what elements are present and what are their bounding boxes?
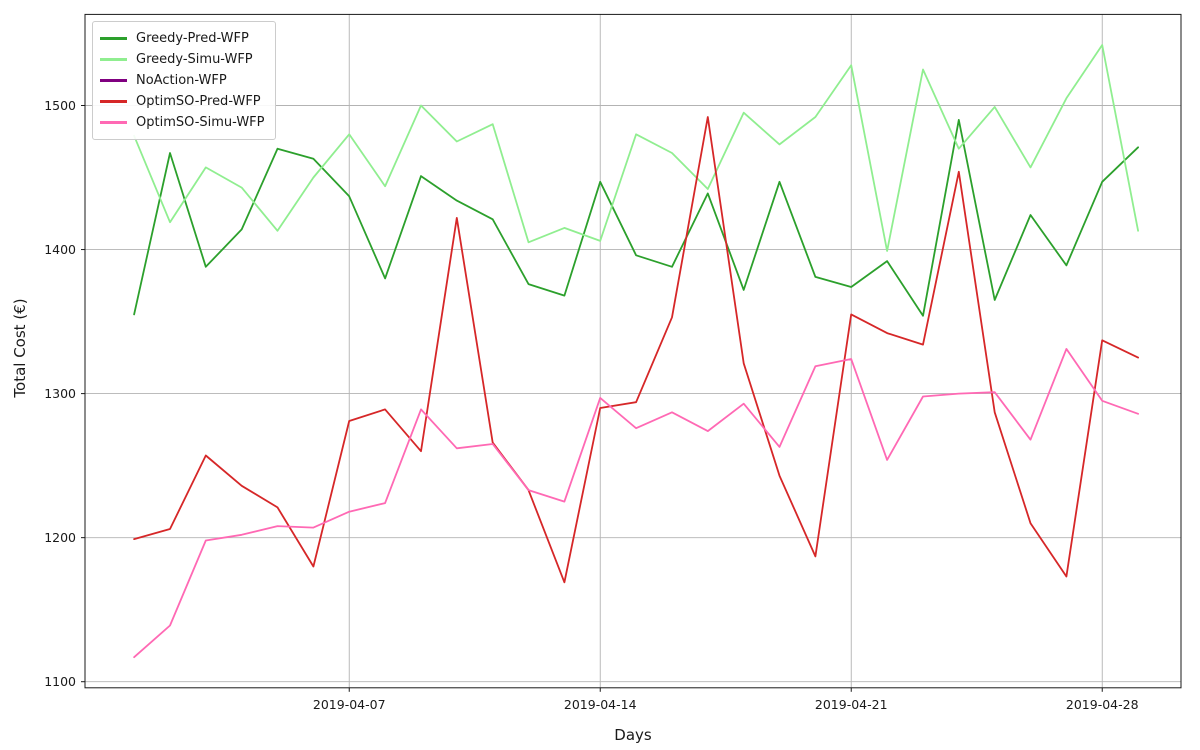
legend-line-swatch xyxy=(100,100,127,103)
legend-item-noaction-wfp: NoAction-WFP xyxy=(100,70,265,91)
legend-label: Greedy-Pred-WFP xyxy=(136,31,249,46)
series-line-greedy-pred-wfp xyxy=(133,119,1139,317)
y-tick-label: 1400 xyxy=(44,241,76,257)
legend-item-greedy-pred-wfp: Greedy-Pred-WFP xyxy=(100,28,265,49)
x-tick-label: 2019-04-21 xyxy=(814,697,888,712)
y-tick-label: 1100 xyxy=(44,673,76,689)
y-tick-label: 1200 xyxy=(44,529,76,545)
series-line-optimso-simu-wfp xyxy=(133,347,1139,659)
legend-label: OptimSO-Simu-WFP xyxy=(136,115,265,130)
y-axis-label: Total Cost (€) xyxy=(11,298,29,398)
legend-line-swatch xyxy=(100,121,127,124)
legend-label: NoAction-WFP xyxy=(136,73,227,88)
legend-label: Greedy-Simu-WFP xyxy=(136,52,253,67)
y-tick-label: 1500 xyxy=(44,97,76,113)
x-tick-label: 2019-04-07 xyxy=(312,697,386,712)
legend-line-swatch xyxy=(100,79,127,82)
axes-spines xyxy=(84,13,1182,689)
legend-item-greedy-simu-wfp: Greedy-Simu-WFP xyxy=(100,49,265,70)
legend-line-swatch xyxy=(100,37,127,40)
legend: Greedy-Pred-WFP Greedy-Simu-WFP NoAction-W… xyxy=(92,21,276,140)
legend-line-swatch xyxy=(100,58,127,61)
series-line-optimso-pred-wfp xyxy=(133,116,1139,584)
series-line-greedy-simu-wfp xyxy=(133,44,1139,252)
x-tick-label: 2019-04-14 xyxy=(563,697,637,712)
legend-item-optimso-pred-wfp: OptimSO-Pred-WFP xyxy=(100,91,265,112)
y-tick-label: 1300 xyxy=(44,385,76,401)
legend-label: OptimSO-Pred-WFP xyxy=(136,94,261,109)
x-tick-label: 2019-04-28 xyxy=(1065,697,1139,712)
x-axis-label: Days xyxy=(614,726,652,744)
legend-item-optimso-simu-wfp: OptimSO-Simu-WFP xyxy=(100,112,265,133)
